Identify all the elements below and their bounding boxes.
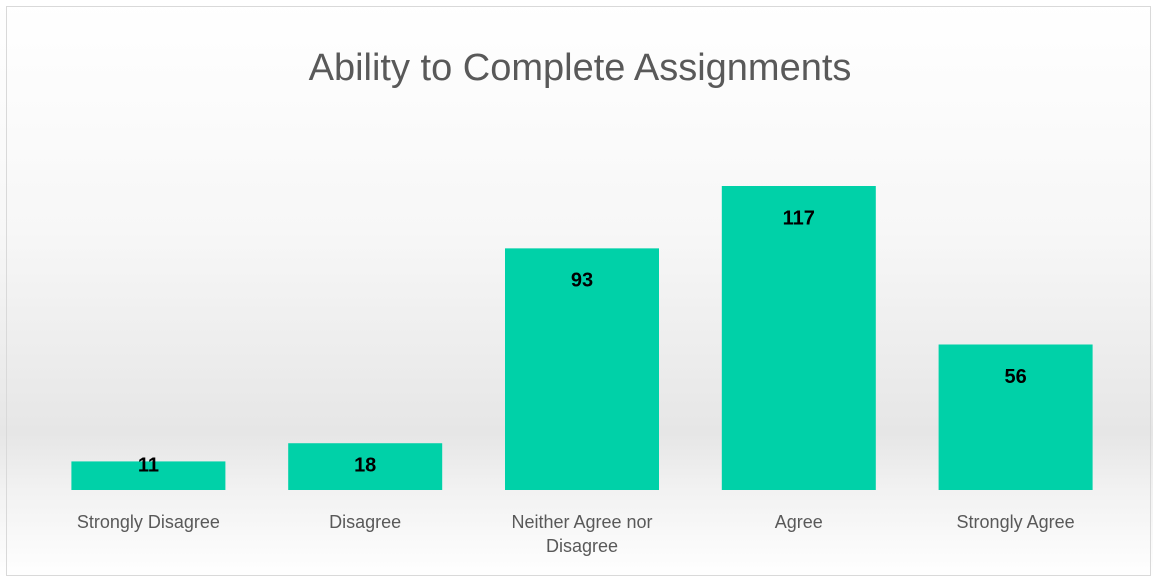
x-tick-label: Strongly Agree	[956, 512, 1075, 532]
x-tick-label: Agree	[774, 512, 823, 532]
x-tick-label: Neither Agree nor Disagree	[511, 512, 653, 556]
chart-border	[6, 6, 1151, 576]
data-label: 18	[354, 454, 376, 476]
bar	[721, 186, 876, 490]
bar	[71, 461, 226, 490]
data-label: 11	[138, 454, 159, 476]
bar	[938, 344, 1093, 490]
data-label: 117	[783, 207, 815, 229]
data-label: 93	[571, 270, 593, 292]
bar	[288, 443, 443, 490]
bar	[505, 248, 659, 490]
x-tick-label: Disagree	[329, 512, 402, 532]
x-tick-label: Strongly Disagree	[76, 512, 220, 532]
chart-title: Ability to Complete Assignments	[309, 47, 852, 89]
data-label: 56	[1004, 366, 1026, 388]
